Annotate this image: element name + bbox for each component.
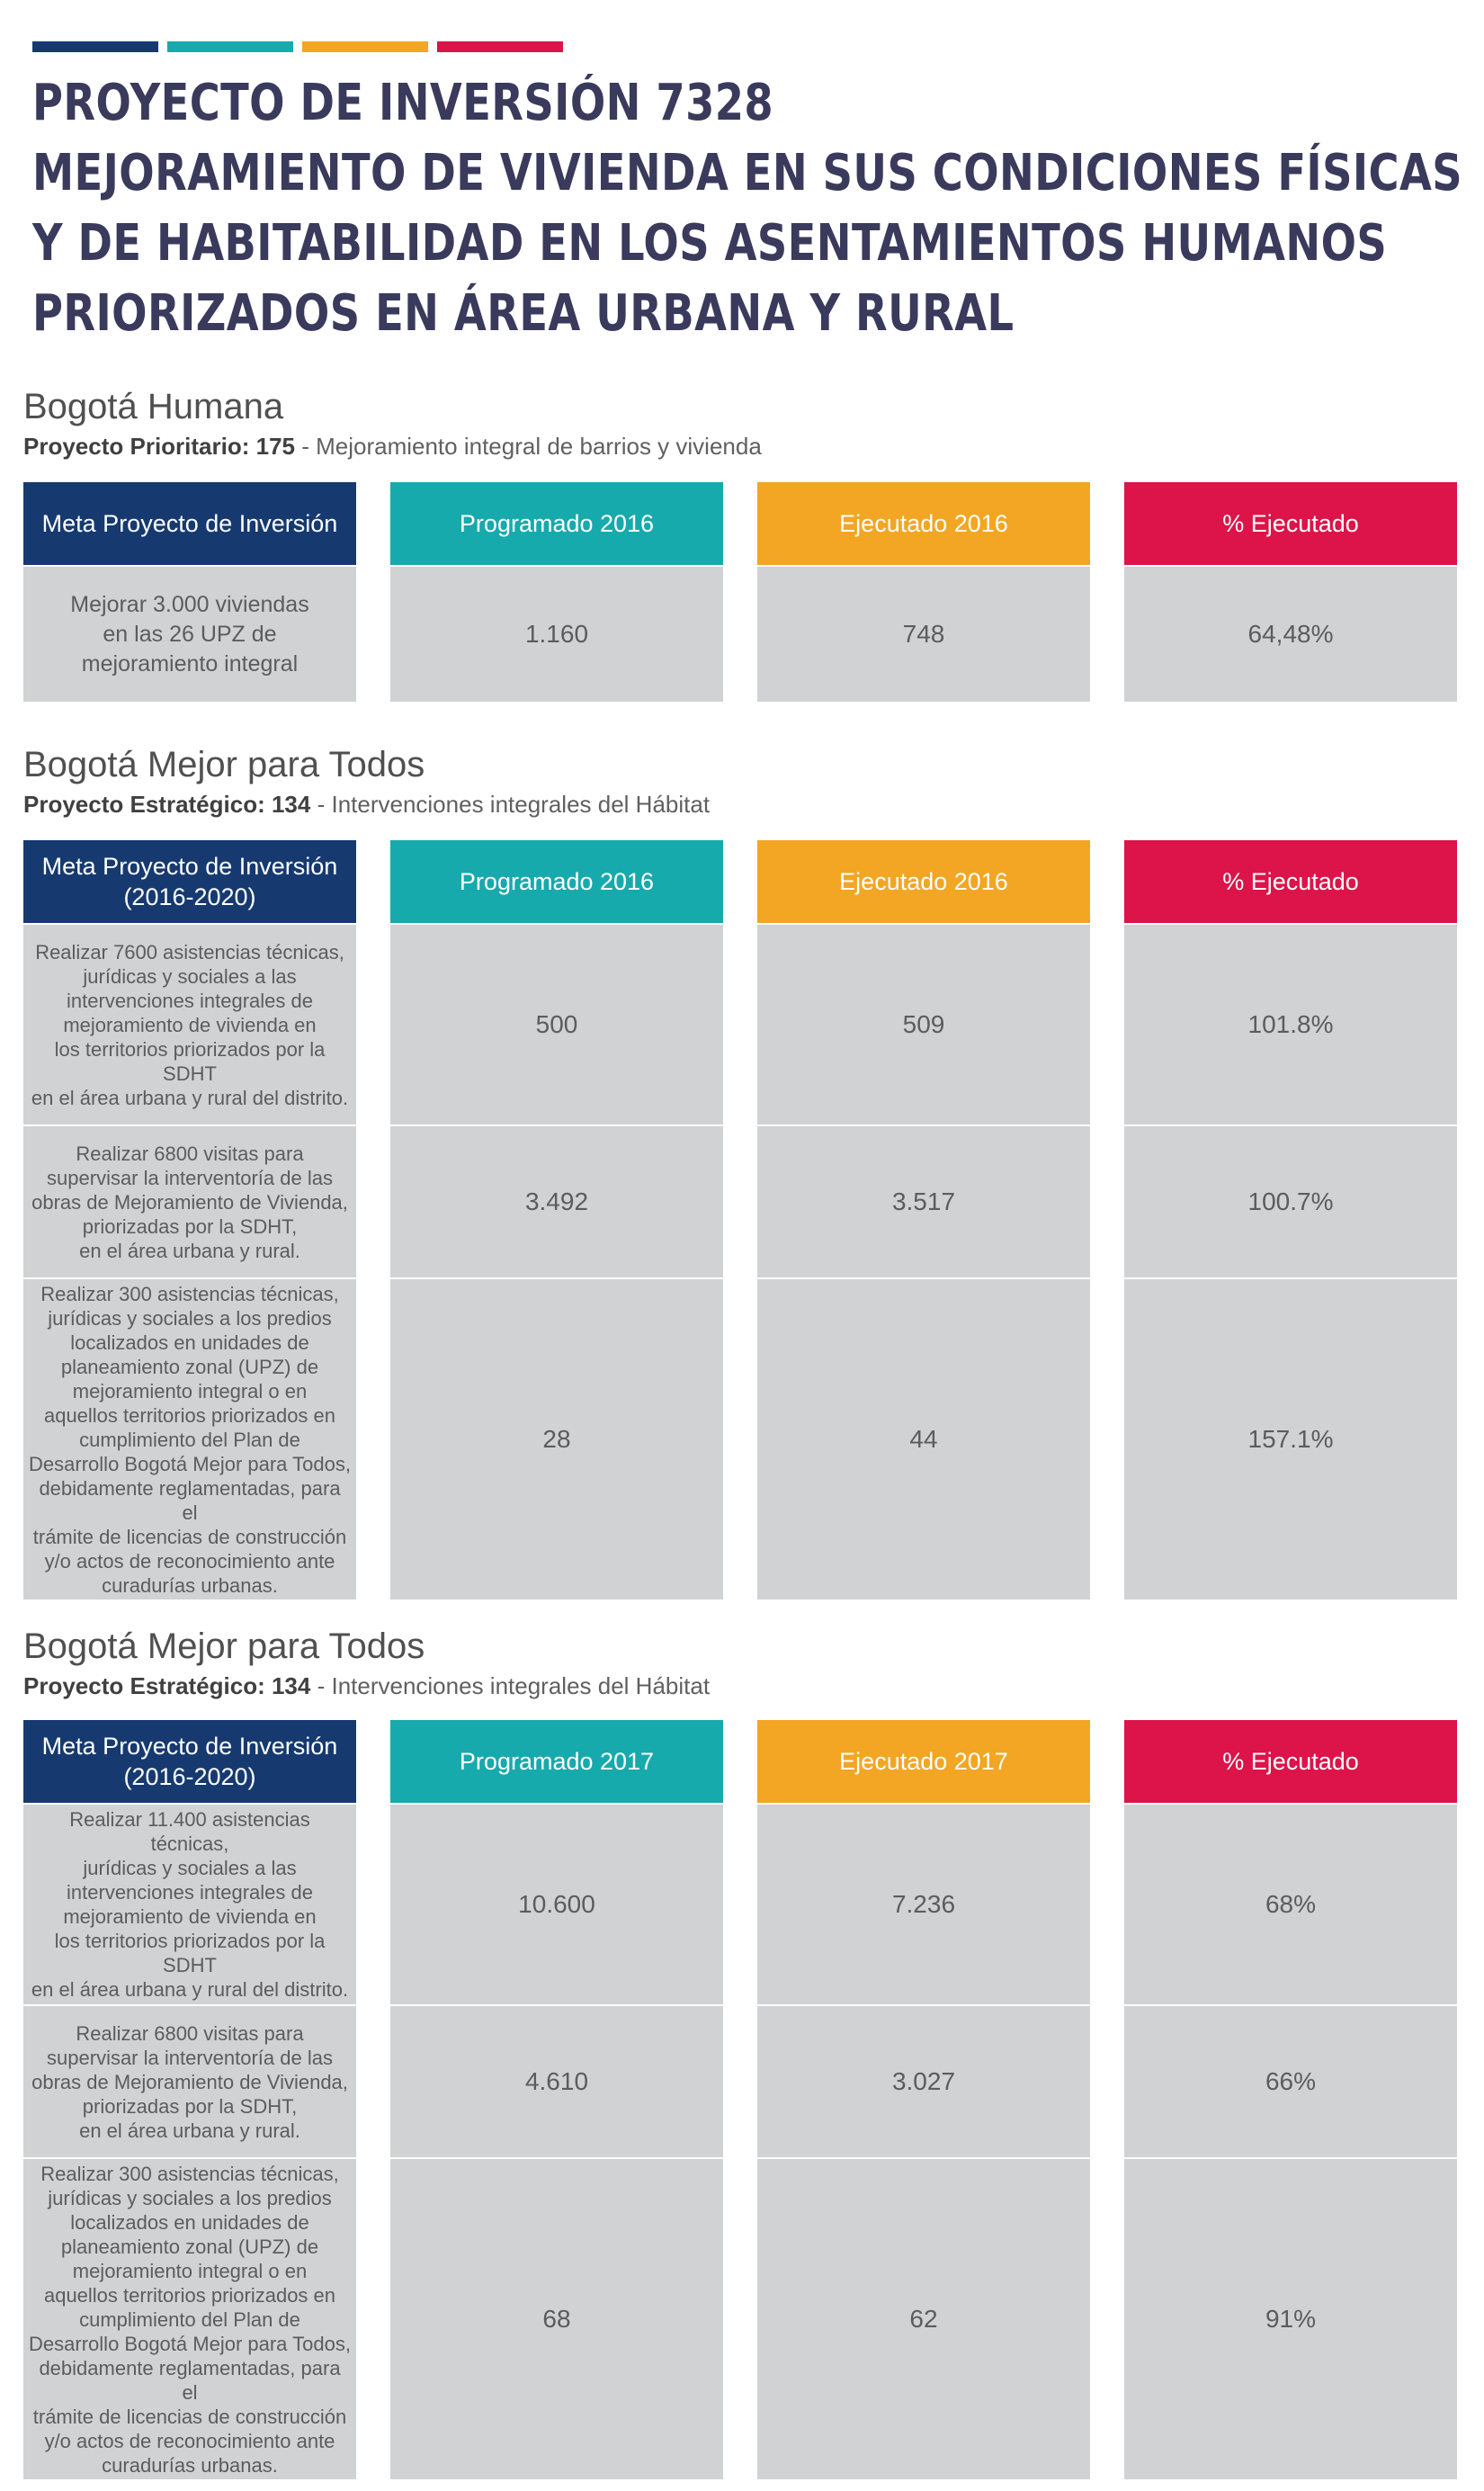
- header-ejecutado: Ejecutado 2017: [757, 1720, 1090, 1803]
- teal-bar: [167, 41, 293, 52]
- header-programado: Programado 2016: [390, 482, 723, 565]
- section-bogota-mejor-2017: Bogotá Mejor para Todos Proyecto Estraté…: [23, 1625, 1462, 1702]
- table-cell-porcentaje: 101.8%: [1124, 925, 1457, 1125]
- title-line-4: PRIORIZADOS EN ÁREA URBANA Y RURAL: [32, 284, 1015, 343]
- table-cell-porcentaje: 91%: [1124, 2159, 1457, 2479]
- table-cell-programado: 28: [390, 1279, 723, 1599]
- table-cell-ejecutado: 44: [757, 1279, 1090, 1599]
- table-row-meta: Realizar 6800 visitas para supervisar la…: [23, 1126, 356, 1277]
- section-title: Bogotá Mejor para Todos: [23, 745, 425, 784]
- table-cell-ejecutado: 509: [757, 925, 1090, 1125]
- table-cell-programado: 500: [390, 925, 723, 1125]
- header-programado: Programado 2017: [390, 1720, 723, 1803]
- table-cell-programado: 3.492: [390, 1126, 723, 1277]
- project-name: - Intervenciones integrales del Hábitat: [310, 1672, 711, 1699]
- crimson-bar: [437, 41, 563, 52]
- table-cell-programado: 10.600: [390, 1805, 723, 2004]
- table-row-meta: Realizar 7600 asistencias técnicas, jurí…: [23, 925, 356, 1125]
- table-cell-porcentaje: 64,48%: [1124, 567, 1457, 702]
- project-label: Proyecto Estratégico: 134: [23, 1672, 311, 1699]
- header-ejecutado: Ejecutado 2016: [757, 840, 1090, 923]
- project-label: Proyecto Estratégico: 134: [23, 791, 311, 818]
- orange-bar: [302, 41, 428, 52]
- table-row-meta: Realizar 300 asistencias técnicas, juríd…: [23, 1279, 356, 1599]
- navy-bar: [32, 41, 158, 52]
- section-bogota-humana: Bogotá Humana Proyecto Prioritario: 175 …: [23, 385, 1462, 462]
- title-line-3: Y DE HABITABILIDAD EN LOS ASENTAMIENTOS …: [32, 214, 1388, 273]
- section-subtitle: Proyecto Estratégico: 134 - Intervencion…: [23, 788, 1462, 820]
- header-meta: Meta Proyecto de Inversión: [23, 482, 356, 565]
- table-cell-porcentaje: 157.1%: [1124, 1279, 1457, 1599]
- header-porcentaje: % Ejecutado: [1124, 1720, 1457, 1803]
- top-color-bars: [32, 41, 572, 52]
- project-label: Proyecto Prioritario: 175: [23, 433, 295, 460]
- section-title: Bogotá Mejor para Todos: [23, 1626, 425, 1666]
- title-line-2: MEJORAMIENTO DE VIVIENDA EN SUS CONDICIO…: [32, 144, 1463, 202]
- header-meta: Meta Proyecto de Inversión (2016-2020): [23, 840, 356, 923]
- header-porcentaje: % Ejecutado: [1124, 840, 1457, 923]
- table-row-meta: Realizar 11.400 asistencias técnicas, ju…: [23, 1805, 356, 2004]
- page-title: PROYECTO DE INVERSIÓN 7328 MEJORAMIENTO …: [32, 68, 1463, 349]
- project-name: - Mejoramiento integral de barrios y viv…: [295, 433, 762, 460]
- header-ejecutado: Ejecutado 2016: [757, 482, 1090, 565]
- table-cell-programado: 4.610: [390, 2006, 723, 2157]
- table-cell-programado: 1.160: [390, 567, 723, 702]
- section-bogota-mejor-2016: Bogotá Mejor para Todos Proyecto Estraté…: [23, 743, 1462, 820]
- title-line-1: PROYECTO DE INVERSIÓN 7328: [32, 74, 774, 132]
- header-porcentaje: % Ejecutado: [1124, 482, 1457, 565]
- table-cell-porcentaje: 100.7%: [1124, 1126, 1457, 1277]
- table-row-meta: Realizar 300 asistencias técnicas, juríd…: [23, 2159, 356, 2479]
- table-cell-programado: 68: [390, 2159, 723, 2479]
- table-cell-ejecutado: 748: [757, 567, 1090, 702]
- table-row-meta: Realizar 6800 visitas para supervisar la…: [23, 2006, 356, 2157]
- table-cell-ejecutado: 7.236: [757, 1805, 1090, 2004]
- section-title: Bogotá Humana: [23, 387, 284, 426]
- section-subtitle: Proyecto Prioritario: 175 - Mejoramiento…: [23, 430, 1462, 462]
- table-cell-ejecutado: 3.517: [757, 1126, 1090, 1277]
- header-meta: Meta Proyecto de Inversión (2016-2020): [23, 1720, 356, 1803]
- section-subtitle: Proyecto Estratégico: 134 - Intervencion…: [23, 1670, 1462, 1702]
- project-name: - Intervenciones integrales del Hábitat: [310, 791, 711, 818]
- table-cell-ejecutado: 62: [757, 2159, 1090, 2479]
- table-cell-porcentaje: 66%: [1124, 2006, 1457, 2157]
- table-cell-ejecutado: 3.027: [757, 2006, 1090, 2157]
- table-cell-porcentaje: 68%: [1124, 1805, 1457, 2004]
- table-row-meta: Mejorar 3.000 viviendas en las 26 UPZ de…: [23, 567, 356, 702]
- header-programado: Programado 2016: [390, 840, 723, 923]
